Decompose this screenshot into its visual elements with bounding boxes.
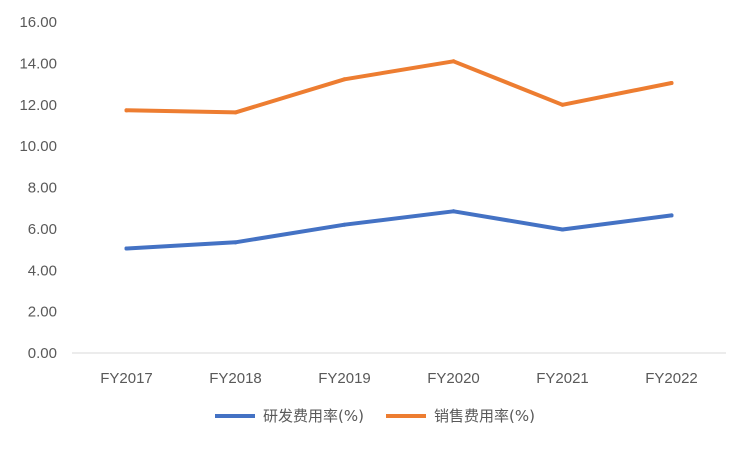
- rd-data-point: [342, 222, 347, 227]
- x-tick-label: FY2020: [427, 370, 480, 387]
- legend-item-rd: 研发费用率(%): [215, 405, 364, 426]
- sales-data-point: [342, 77, 347, 82]
- y-tick-label: 12.00: [19, 97, 57, 114]
- sales-data-point: [233, 110, 238, 115]
- rd-data-point: [669, 213, 674, 218]
- series-line-sales: [124, 59, 674, 115]
- series-line-rd: [124, 209, 674, 251]
- legend-label-rd: 研发费用率(%): [263, 407, 364, 425]
- rd-data-point: [451, 209, 456, 214]
- legend-swatch-sales: [386, 413, 426, 418]
- rd-data-point: [560, 227, 565, 232]
- x-tick-label: FY2022: [645, 370, 698, 387]
- sales-data-point: [451, 59, 456, 64]
- legend: 研发费用率(%) 销售费用率(%): [0, 405, 750, 426]
- y-tick-label: 0.00: [28, 345, 57, 362]
- y-axis: 0.00 2.00 4.00 6.00 8.00 10.00 12.00 14.00 16.00: [19, 14, 57, 362]
- x-tick-label: FY2017: [100, 370, 153, 387]
- series-layer: [124, 59, 674, 251]
- y-tick-label: 4.00: [28, 262, 57, 279]
- y-tick-label: 8.00: [28, 180, 57, 197]
- sales-data-point: [124, 108, 129, 113]
- rd-data-point: [124, 246, 129, 251]
- y-tick-label: 16.00: [19, 14, 57, 31]
- legend-item-sales: 销售费用率(%): [386, 405, 535, 426]
- y-tick-label: 10.00: [19, 138, 57, 155]
- legend-label-sales: 销售费用率(%): [434, 407, 535, 425]
- y-tick-label: 6.00: [28, 221, 57, 238]
- x-tick-label: FY2021: [536, 370, 589, 387]
- sales-data-point: [669, 81, 674, 86]
- x-axis: FY2017 FY2018 FY2019 FY2020 FY2021 FY2022: [100, 370, 698, 387]
- x-tick-label: FY2019: [318, 370, 371, 387]
- legend-swatch-rd: [215, 413, 256, 418]
- y-tick-label: 2.00: [28, 304, 57, 321]
- y-tick-label: 14.00: [19, 55, 57, 72]
- x-tick-label: FY2018: [209, 370, 262, 387]
- sales-data-point: [560, 102, 565, 107]
- rd-data-point: [233, 240, 238, 245]
